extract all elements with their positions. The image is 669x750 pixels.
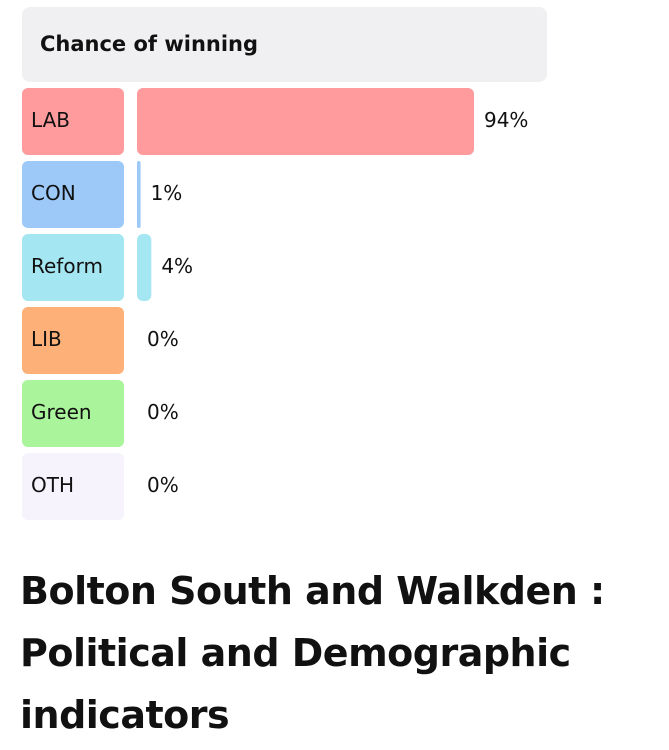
value-label: 0% [147,327,179,351]
bar [137,234,152,301]
category-label: Reform [31,254,103,278]
category-label: LIB [31,327,62,351]
chart: Chance of winning LAB 94% CON 1% Reform 4% LIB… [22,7,547,520]
category-box [22,307,124,374]
category-label: LAB [31,108,70,132]
chart-header [22,7,547,82]
category-label: CON [31,181,76,205]
value-label: 94% [484,108,528,132]
section-heading: Bolton South and Walkden : Political and… [20,569,605,737]
category-label: Green [31,400,92,424]
category-box [22,88,124,155]
bar [137,88,474,155]
category-box [22,161,124,228]
category-box [22,380,124,447]
category-box [22,453,124,520]
bar [137,161,141,228]
category-box [22,234,124,301]
value-label: 1% [151,181,183,205]
value-label: 0% [147,473,179,497]
value-label: 4% [161,254,193,278]
category-label: OTH [31,473,74,497]
chart-title: Chance of winning [40,32,258,56]
value-label: 0% [147,400,179,424]
